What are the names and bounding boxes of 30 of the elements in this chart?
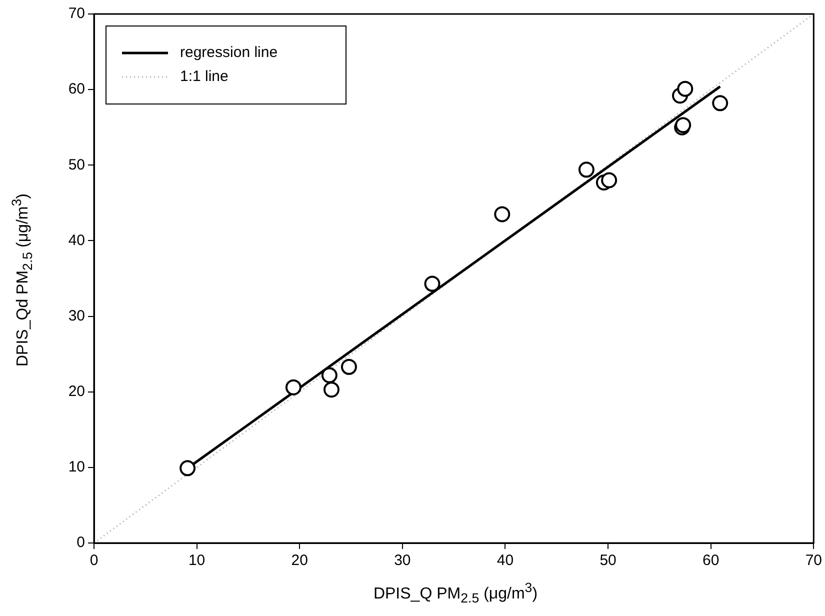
x-tick-label: 60 bbox=[702, 552, 720, 570]
y-tick-label: 10 bbox=[68, 458, 85, 476]
point bbox=[321, 367, 338, 384]
y-tick-label: 20 bbox=[68, 383, 85, 400]
x-tick-label: 0 bbox=[90, 552, 98, 570]
point bbox=[677, 80, 694, 97]
point bbox=[323, 382, 340, 398]
y-tick-label: 60 bbox=[68, 80, 85, 98]
x-tick-label: 30 bbox=[394, 552, 411, 570]
x-tick-label: 70 bbox=[805, 552, 822, 570]
x-tick-label: 20 bbox=[291, 552, 308, 570]
y-tick-label: 70 bbox=[68, 5, 85, 22]
x-tick-label: 50 bbox=[600, 552, 616, 570]
point bbox=[494, 206, 510, 222]
y-tick-label: 30 bbox=[68, 307, 85, 324]
point bbox=[578, 162, 594, 178]
legend-label: regression line bbox=[180, 44, 278, 62]
y-tick-label: 40 bbox=[68, 232, 85, 249]
x-axis-title: DPIS_Q PM$_{2.5}$ (μg/m$^{3}$) bbox=[372, 580, 539, 606]
x-tick-label: 10 bbox=[188, 552, 206, 570]
legend-label: 1:1 line bbox=[180, 68, 228, 86]
x-tick-label: 40 bbox=[496, 552, 514, 570]
point bbox=[285, 379, 302, 396]
y-tick-label: 0 bbox=[76, 534, 85, 552]
point bbox=[180, 460, 196, 476]
point bbox=[712, 95, 728, 112]
y-tick-label: 50 bbox=[68, 156, 85, 174]
point bbox=[424, 276, 440, 292]
point bbox=[601, 172, 618, 188]
point bbox=[340, 358, 357, 375]
